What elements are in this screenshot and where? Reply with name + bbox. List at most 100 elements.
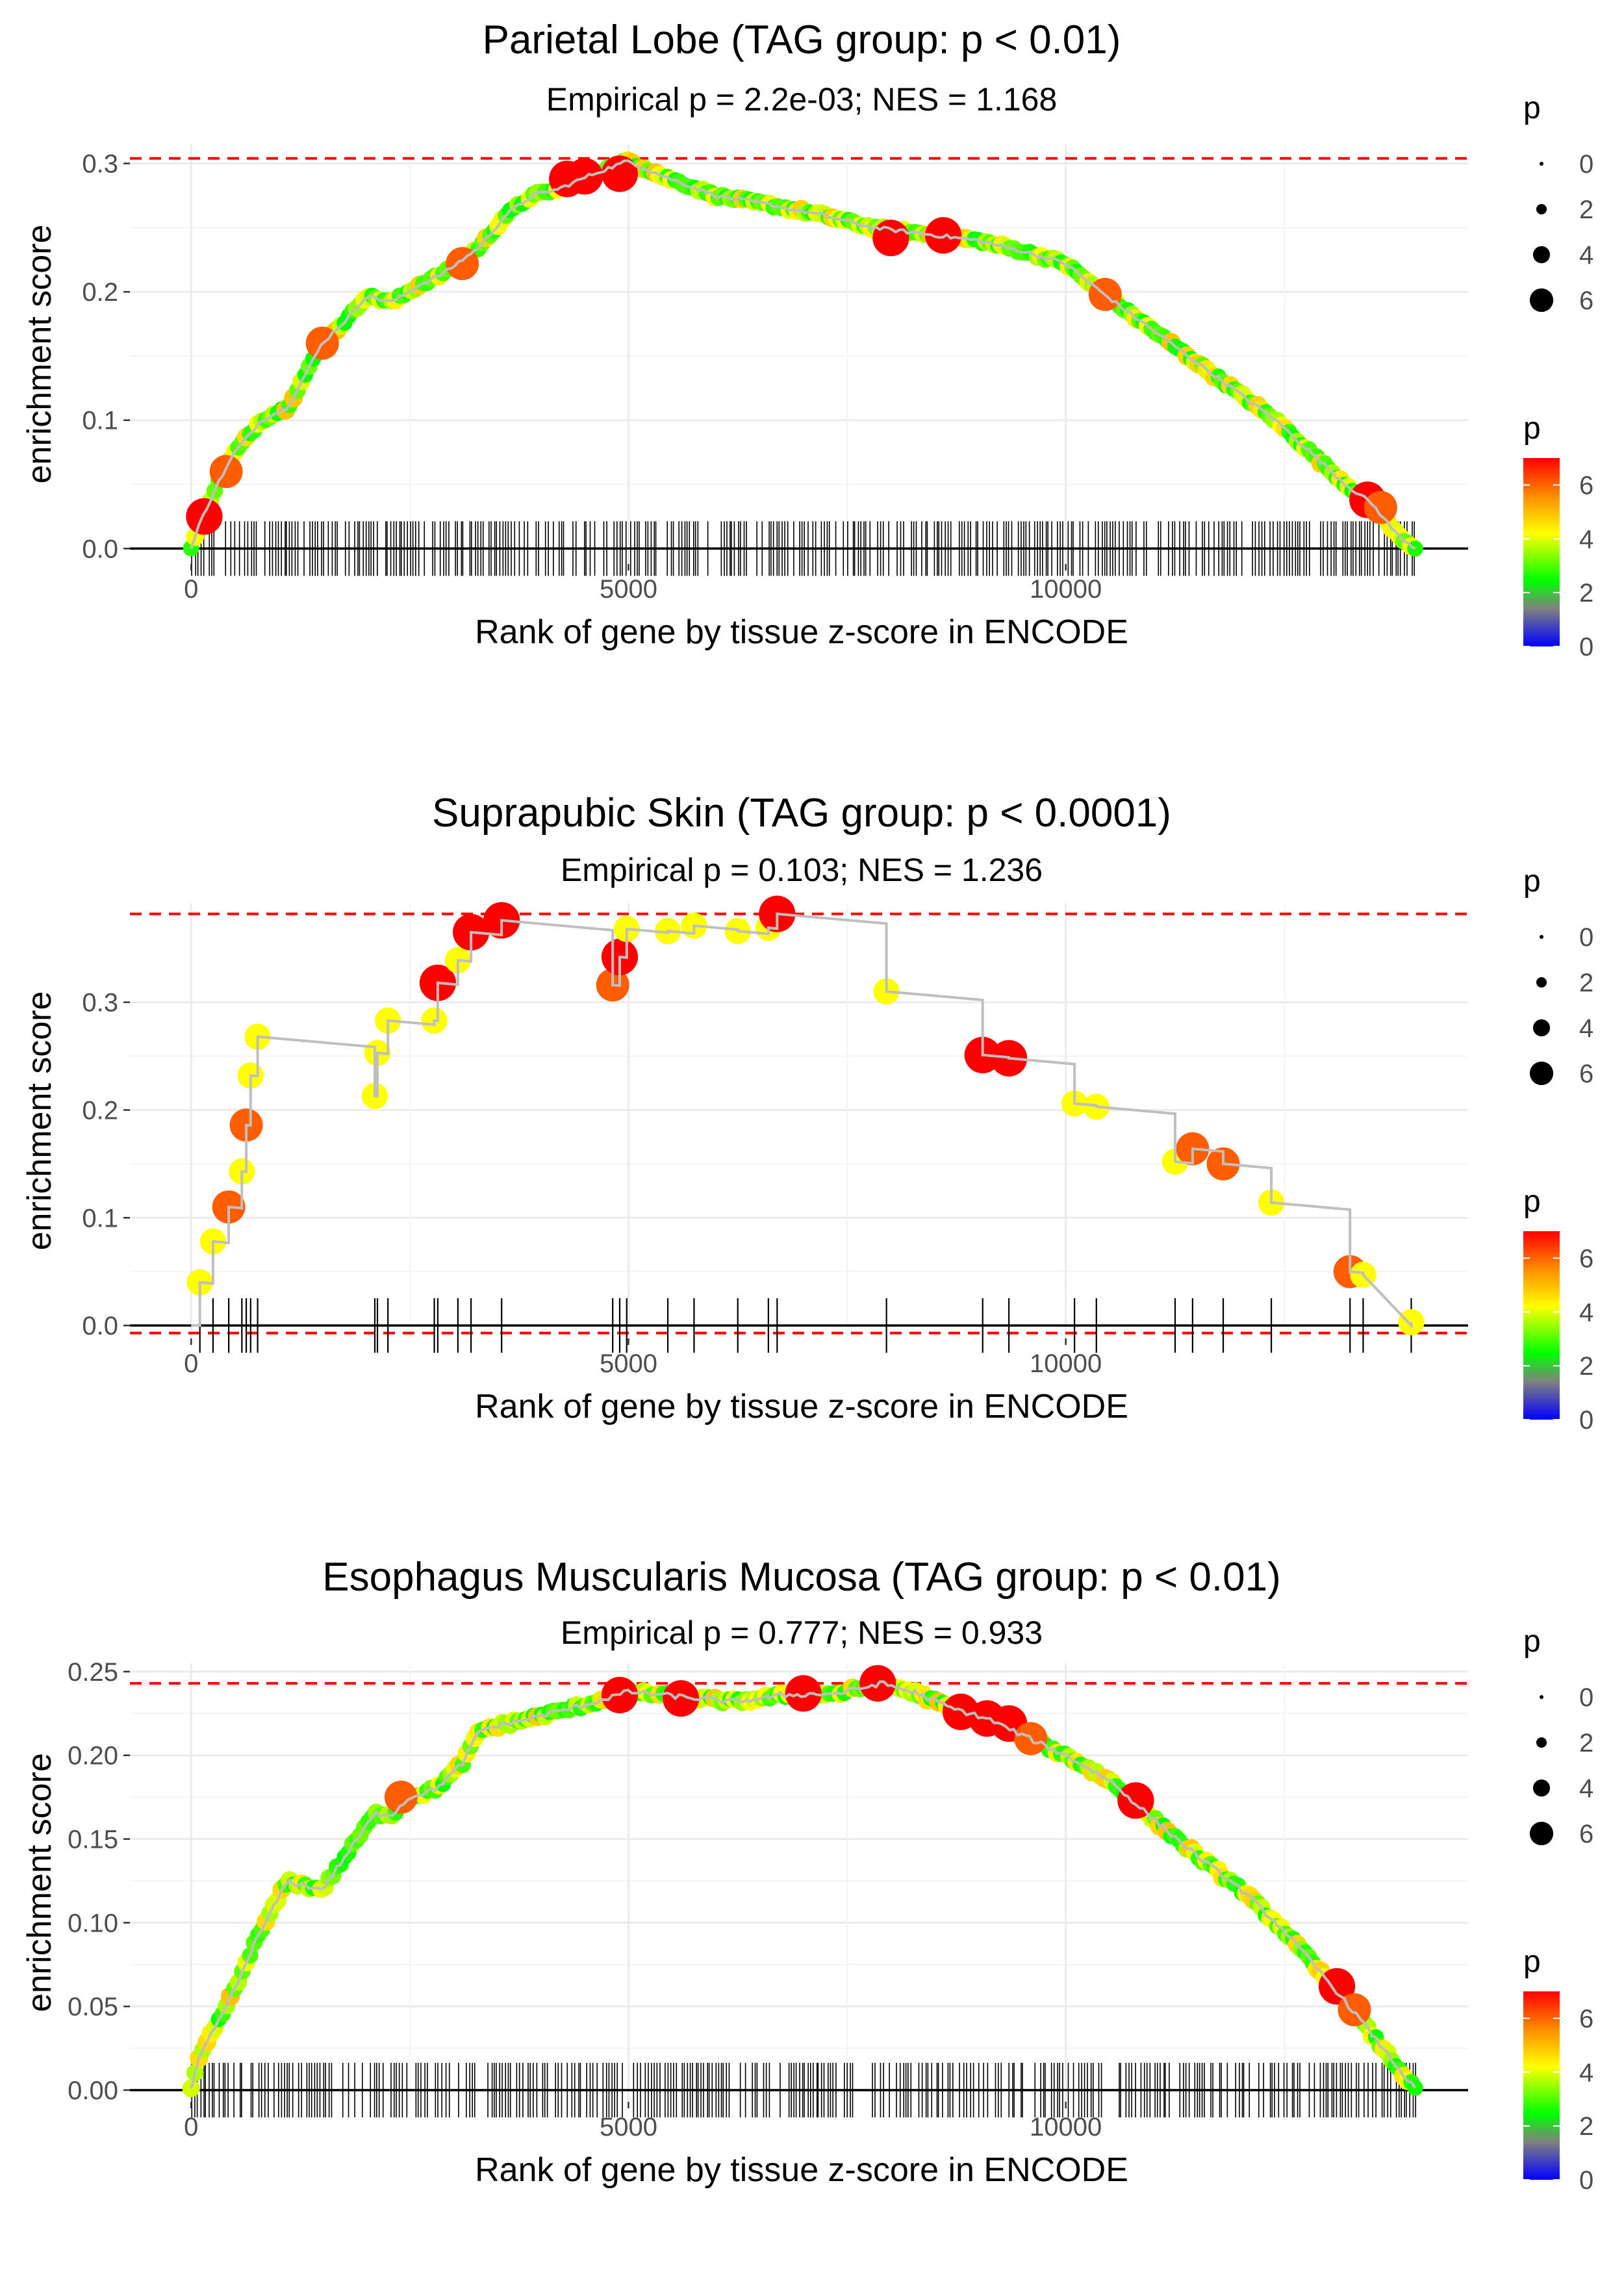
y-tick-label: 0.25: [68, 1658, 118, 1687]
running-es-line: [190, 1680, 1417, 2089]
size-legend-label: 6: [1579, 1820, 1593, 1848]
y-axis-title: enrichment score: [21, 991, 58, 1251]
running-es-line: [191, 912, 1413, 1329]
legend: p 0 2 4 6 p 0 2 4 6: [1523, 864, 1593, 1435]
color-legend-label: 0: [1579, 2166, 1593, 2195]
y-tick-label: 0.0: [82, 1312, 118, 1340]
x-axis-title: Rank of gene by tissue z-score in ENCODE: [475, 2151, 1128, 2189]
grid: [130, 903, 1468, 1338]
size-legend-key: [1540, 162, 1543, 166]
y-tick-label: 0.2: [82, 278, 118, 307]
color-legend-label: 2: [1579, 579, 1593, 607]
x-tick-label: 5000: [600, 575, 657, 604]
size-legend-key: [1529, 1821, 1554, 1846]
size-legend-key: [1532, 1019, 1551, 1037]
size-legend-label: 2: [1579, 969, 1593, 997]
size-legend-label: 4: [1579, 241, 1593, 270]
chart-title: Parietal Lobe (TAG group: p < 0.01): [483, 18, 1121, 62]
color-legend-label: 2: [1579, 2112, 1593, 2141]
x-axis-title: Rank of gene by tissue z-score in ENCODE: [475, 1388, 1128, 1425]
size-legend-title: p: [1523, 91, 1541, 125]
x-tick-label: 0: [184, 2113, 198, 2141]
color-legend-label: 4: [1579, 1298, 1593, 1327]
running-es-line: [190, 159, 1416, 550]
size-legend-key: [1536, 977, 1547, 988]
size-legend-key: [1540, 1695, 1543, 1699]
color-legend-label: 2: [1579, 1352, 1593, 1381]
legend: p 0 2 4 6 p 0 2 4 6: [1523, 91, 1593, 661]
y-tick-label: 0.15: [68, 1826, 118, 1854]
size-legend-label: 0: [1579, 923, 1593, 952]
y-tick-label: 0.3: [82, 989, 118, 1017]
data-point-highlight: [872, 220, 909, 257]
color-legend-label: 6: [1579, 2004, 1593, 2033]
color-legend-title: p: [1523, 1184, 1541, 1219]
chart-subtitle: Empirical p = 0.777; NES = 0.933: [561, 1615, 1043, 1651]
color-legend-title: p: [1523, 1945, 1541, 1979]
size-legend-label: 2: [1579, 196, 1593, 224]
colorbar: [1523, 1991, 1560, 2180]
y-tick-label: 0.2: [82, 1096, 118, 1125]
size-legend-title: p: [1523, 864, 1541, 899]
y-axis-title: enrichment score: [21, 225, 58, 484]
color-legend-title: p: [1523, 411, 1541, 446]
color-legend-label: 4: [1579, 525, 1593, 554]
size-legend-key: [1536, 1737, 1547, 1748]
data-point-highlight: [663, 1680, 700, 1717]
chart-title: Suprapubic Skin (TAG group: p < 0.0001): [432, 791, 1171, 836]
y-tick-label: 0.05: [68, 1993, 118, 2021]
chart-title: Esophagus Muscularis Mucosa (TAG group: …: [322, 1555, 1281, 1600]
x-tick-label: 10000: [1030, 1349, 1102, 1378]
x-tick-label: 10000: [1030, 575, 1102, 604]
size-legend-label: 0: [1579, 150, 1593, 179]
data-point-highlight: [601, 155, 639, 192]
chart-subtitle: Empirical p = 2.2e-03; NES = 1.168: [546, 81, 1058, 118]
colorbar: [1523, 458, 1560, 646]
size-legend-label: 4: [1579, 1014, 1593, 1043]
x-tick-label: 10000: [1030, 2113, 1102, 2141]
data-point-highlight: [384, 1780, 418, 1814]
y-tick-label: 0.1: [82, 1204, 118, 1233]
color-legend-label: 6: [1579, 1244, 1593, 1273]
size-legend-label: 6: [1579, 287, 1593, 315]
panel-3: Esophagus Muscularis Mucosa (TAG group: …: [21, 1555, 1593, 2195]
size-legend-key: [1529, 288, 1554, 313]
color-legend-label: 4: [1579, 2058, 1593, 2087]
y-tick-label: 0.00: [68, 2076, 118, 2105]
size-legend-label: 6: [1579, 1060, 1593, 1088]
axes: 0 5000 10000 0.0 0.1 0.2 0.3 Rank of gene by ti…: [21, 989, 1128, 1425]
colorbar: [1523, 1231, 1560, 1420]
y-axis-title: enrichment score: [21, 1753, 58, 2012]
y-tick-label: 0.10: [68, 1909, 118, 1937]
panel-1: Parietal Lobe (TAG group: p < 0.01) Empir…: [21, 18, 1593, 661]
color-legend-label: 0: [1579, 633, 1593, 661]
x-tick-label: 5000: [600, 1349, 657, 1378]
panel-2: Suprapubic Skin (TAG group: p < 0.0001) E…: [21, 791, 1593, 1435]
x-tick-label: 5000: [600, 2113, 657, 2141]
points: [186, 895, 1425, 1336]
size-legend-label: 4: [1579, 1774, 1593, 1803]
y-tick-label: 0.0: [82, 535, 118, 563]
axes: 0 5000 10000 0.0 0.1 0.2 0.3 Rank of gene by ti…: [21, 150, 1128, 651]
size-legend-label: 2: [1579, 1729, 1593, 1757]
color-legend-label: 6: [1579, 471, 1593, 500]
x-tick-label: 0: [184, 575, 198, 604]
size-legend-title: p: [1523, 1624, 1541, 1659]
data-point-highlight: [1364, 491, 1397, 524]
data-point-highlight: [186, 498, 223, 535]
x-tick-label: 0: [184, 1349, 198, 1378]
y-tick-label: 0.20: [68, 1742, 118, 1770]
data-point-highlight: [925, 217, 962, 254]
legend: p 0 2 4 6 p 0 2 4 6: [1523, 1624, 1593, 2195]
size-legend-key: [1540, 935, 1543, 939]
size-legend-label: 0: [1579, 1683, 1593, 1712]
x-axis-title: Rank of gene by tissue z-score in ENCODE: [475, 613, 1128, 651]
data-point-highlight: [785, 1675, 822, 1712]
size-legend-key: [1532, 246, 1551, 264]
size-legend-key: [1532, 1779, 1551, 1797]
data-point-highlight: [209, 455, 243, 489]
size-legend-key: [1529, 1061, 1554, 1086]
size-legend-key: [1536, 203, 1547, 215]
